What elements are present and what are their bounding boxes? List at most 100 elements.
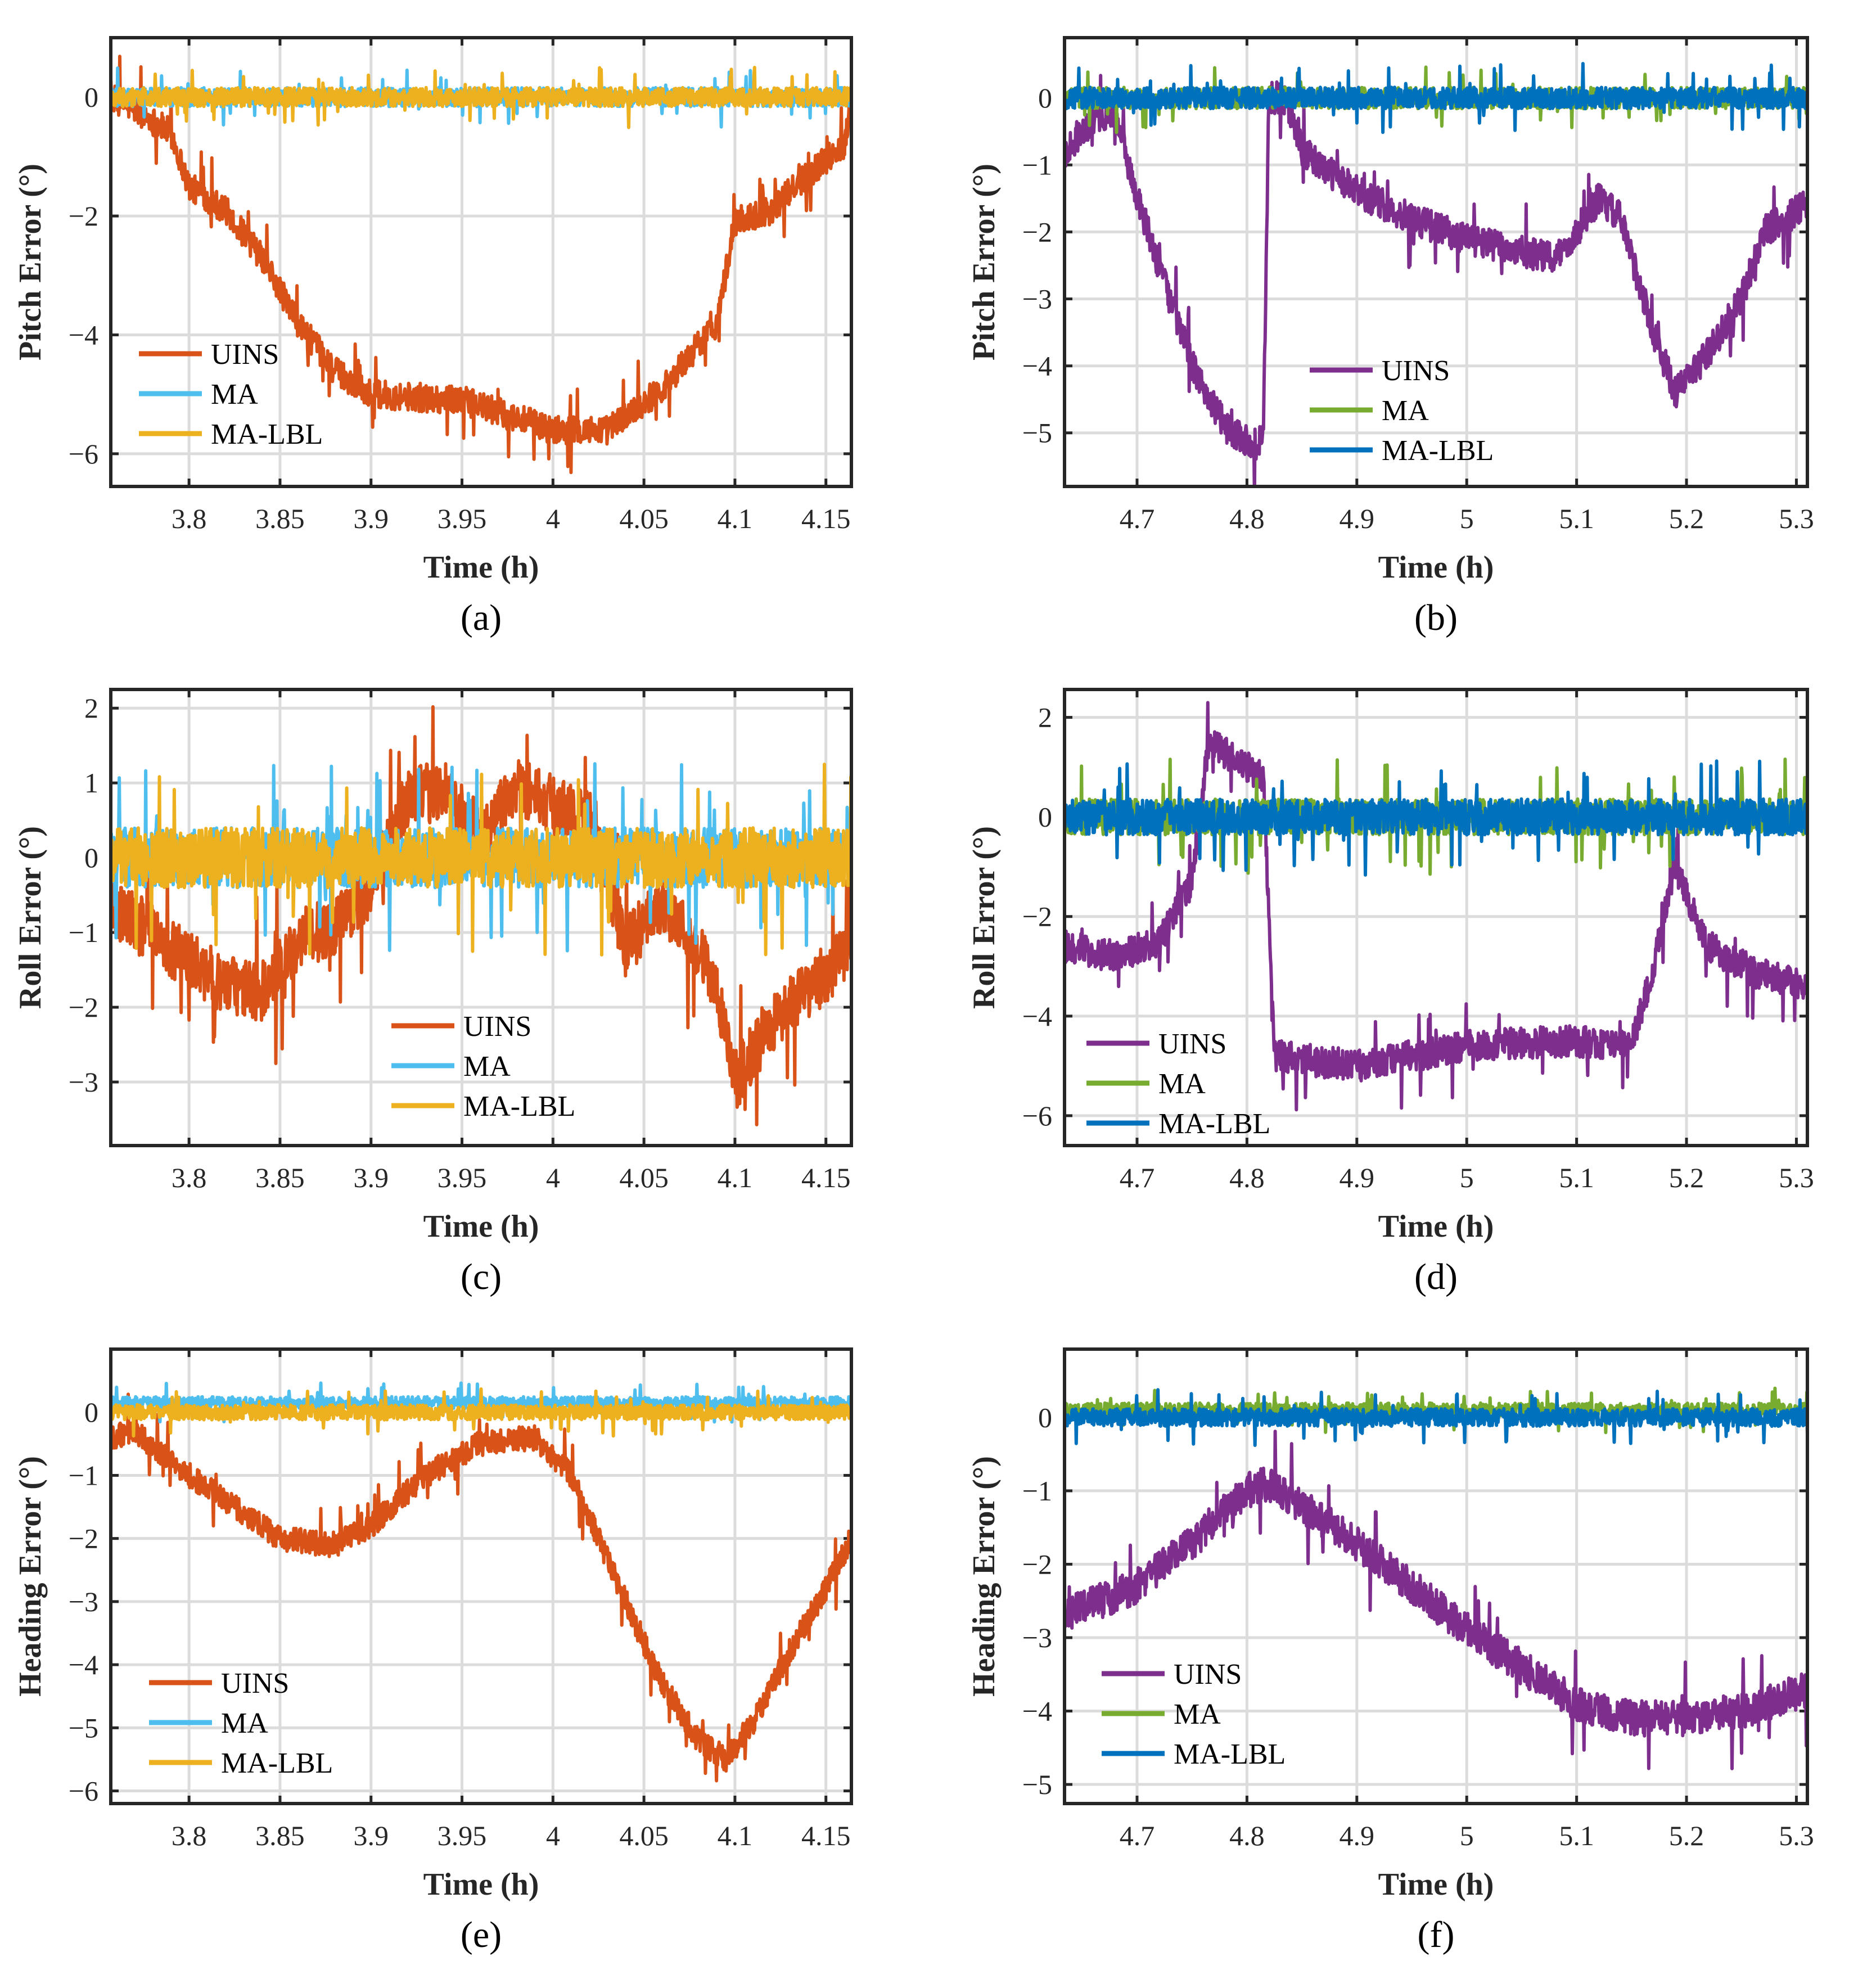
y-tick-label: −2 (1022, 1548, 1052, 1580)
legend-label: MA-LBL (211, 418, 323, 450)
x-tick-label: 3.8 (172, 1820, 207, 1851)
legend: UINS MA MA-LBL (1102, 1658, 1286, 1770)
axes-box (109, 688, 853, 1147)
x-tick-label: 5.1 (1559, 1162, 1594, 1193)
x-tick-label: 4.8 (1229, 1162, 1265, 1193)
series-line-uins (1065, 1430, 1807, 1770)
x-tick-label: 4.1 (718, 1162, 753, 1193)
subplot-a: 3.8 3.85 3.9 3.95 4 4.05 4.1 4.15 0 −2 −4 −6 Time (h… (13, 36, 853, 638)
y-tick-label: −5 (1022, 1769, 1052, 1800)
y-tick-label: −5 (1022, 417, 1052, 449)
x-tick-label: 4.1 (718, 503, 753, 534)
y-tick-label: −3 (69, 1586, 98, 1617)
subplot-e: 3.8 3.85 3.9 3.95 4 4.05 4.1 4.15 0 −1 −2 −3 −4 −5 −6 T… (13, 1347, 853, 1955)
x-tick-label: 5.3 (1779, 1820, 1814, 1851)
x-tick-label: 3.9 (353, 503, 389, 534)
y-tick-label: −4 (69, 319, 98, 350)
y-tick-label: −4 (1022, 350, 1052, 382)
x-tick-label: 5.1 (1559, 1820, 1594, 1851)
y-tick-label: −1 (1022, 1475, 1052, 1507)
x-tick-label: 5.2 (1669, 1162, 1704, 1193)
x-axis-label: Time (h) (423, 1867, 539, 1902)
y-tick-label: −3 (1022, 1622, 1052, 1653)
legend-label: MA (1174, 1698, 1221, 1730)
x-tick-label: 3.9 (353, 1820, 389, 1851)
y-tick-label: −4 (1022, 1696, 1052, 1727)
y-tick-label: −3 (69, 1066, 98, 1098)
y-axis-label: Heading Error (°) (967, 1456, 1002, 1697)
axes-box (1063, 688, 1809, 1147)
series-line-ma-lbl (111, 66, 851, 129)
x-tick-label: 4 (546, 503, 560, 534)
panel-label: (a) (461, 597, 502, 638)
legend: UINS MA MA-LBL (1086, 1028, 1270, 1140)
legend-label: MA-LBL (463, 1090, 575, 1123)
panel-label: (b) (1414, 597, 1458, 638)
x-tick-label: 4.05 (619, 503, 669, 534)
y-tick-label: −1 (69, 917, 98, 948)
y-tick-label: −4 (1022, 1000, 1052, 1032)
legend-label: MA-LBL (1174, 1738, 1286, 1770)
panel-label: (f) (1418, 1914, 1455, 1955)
x-tick-label: 4.05 (619, 1162, 669, 1193)
x-tick-label: 4.7 (1120, 503, 1155, 534)
y-tick-label: −2 (69, 991, 98, 1023)
x-axis-label: Time (h) (1378, 1209, 1494, 1244)
x-tick-label: 3.85 (255, 1820, 305, 1851)
legend-label: MA (463, 1051, 511, 1083)
x-tick-label: 3.95 (438, 503, 487, 534)
series-line-uins (1065, 701, 1807, 1112)
legend-label: UINS (1382, 355, 1450, 387)
x-tick-label: 4.05 (619, 1820, 669, 1851)
axes-box (109, 1347, 853, 1805)
y-axis-label: Pitch Error (°) (967, 164, 1002, 360)
y-tick-label: 0 (84, 1396, 98, 1428)
y-axis-label: Pitch Error (°) (13, 164, 48, 360)
legend-label: MA-LBL (1382, 435, 1494, 467)
y-axis-label: Heading Error (°) (13, 1456, 48, 1697)
plot-area (111, 689, 851, 1146)
x-axis-label: Time (h) (423, 550, 539, 585)
legend-label: MA-LBL (221, 1747, 333, 1779)
x-tick-label: 3.95 (438, 1820, 487, 1851)
legend-label: MA (211, 378, 258, 411)
x-tick-label: 4.15 (801, 1820, 851, 1851)
series-line-ma-lbl (1065, 759, 1807, 877)
x-tick-label: 4.8 (1229, 503, 1265, 534)
x-tick-label: 4.1 (718, 1820, 753, 1851)
legend-label: UINS (211, 339, 279, 371)
y-tick-label: −4 (69, 1649, 98, 1680)
y-tick-label: −6 (1022, 1100, 1052, 1132)
x-tick-label: 5.3 (1779, 503, 1814, 534)
y-tick-label: 2 (84, 692, 98, 724)
subplot-d: 4.7 4.8 4.9 5 5.1 5.2 5.3 2 0 −2 −4 −6 Time (h) Roll … (967, 688, 1814, 1297)
panel-label: (c) (461, 1256, 502, 1297)
legend-label: MA-LBL (1158, 1108, 1270, 1140)
legend-label: MA (221, 1707, 268, 1739)
legend: UINS MA MA-LBL (149, 1667, 333, 1779)
x-tick-label: 3.8 (172, 1162, 207, 1193)
legend-label: MA (1382, 395, 1429, 427)
series-line-ma-lbl (1065, 1388, 1807, 1447)
x-tick-label: 3.95 (438, 1162, 487, 1193)
y-tick-label: −3 (1022, 283, 1052, 315)
y-tick-label: 1 (84, 767, 98, 799)
legend: UINS MA MA-LBL (391, 1011, 575, 1123)
subplot-c: 3.8 3.85 3.9 3.95 4 4.05 4.1 4.15 2 1 0 −1 −2 −3 Time … (13, 688, 853, 1297)
y-tick-label: 0 (84, 82, 98, 113)
panel-label: (d) (1414, 1256, 1458, 1297)
y-tick-label: −1 (1022, 149, 1052, 181)
series-line-uins (1065, 74, 1807, 486)
y-tick-label: −1 (69, 1459, 98, 1491)
x-tick-label: 4 (546, 1162, 560, 1193)
x-tick-label: 4.8 (1229, 1820, 1265, 1851)
legend-label: UINS (1158, 1028, 1226, 1060)
subplot-b: 4.7 4.8 4.9 5 5.1 5.2 5.3 0 −1 −2 −3 −4 −5 Time (h) Pi… (967, 36, 1814, 638)
x-tick-label: 4.9 (1340, 1162, 1375, 1193)
legend-label: MA (1158, 1068, 1206, 1100)
y-tick-label: 0 (84, 842, 98, 873)
legend-label: UINS (221, 1667, 289, 1700)
legend-label: UINS (1174, 1658, 1242, 1691)
subplot-f: 4.7 4.8 4.9 5 5.1 5.2 5.3 0 −1 −2 −3 −4 −5 Time (h) He… (967, 1347, 1814, 1955)
series-line-ma-lbl (111, 763, 851, 957)
